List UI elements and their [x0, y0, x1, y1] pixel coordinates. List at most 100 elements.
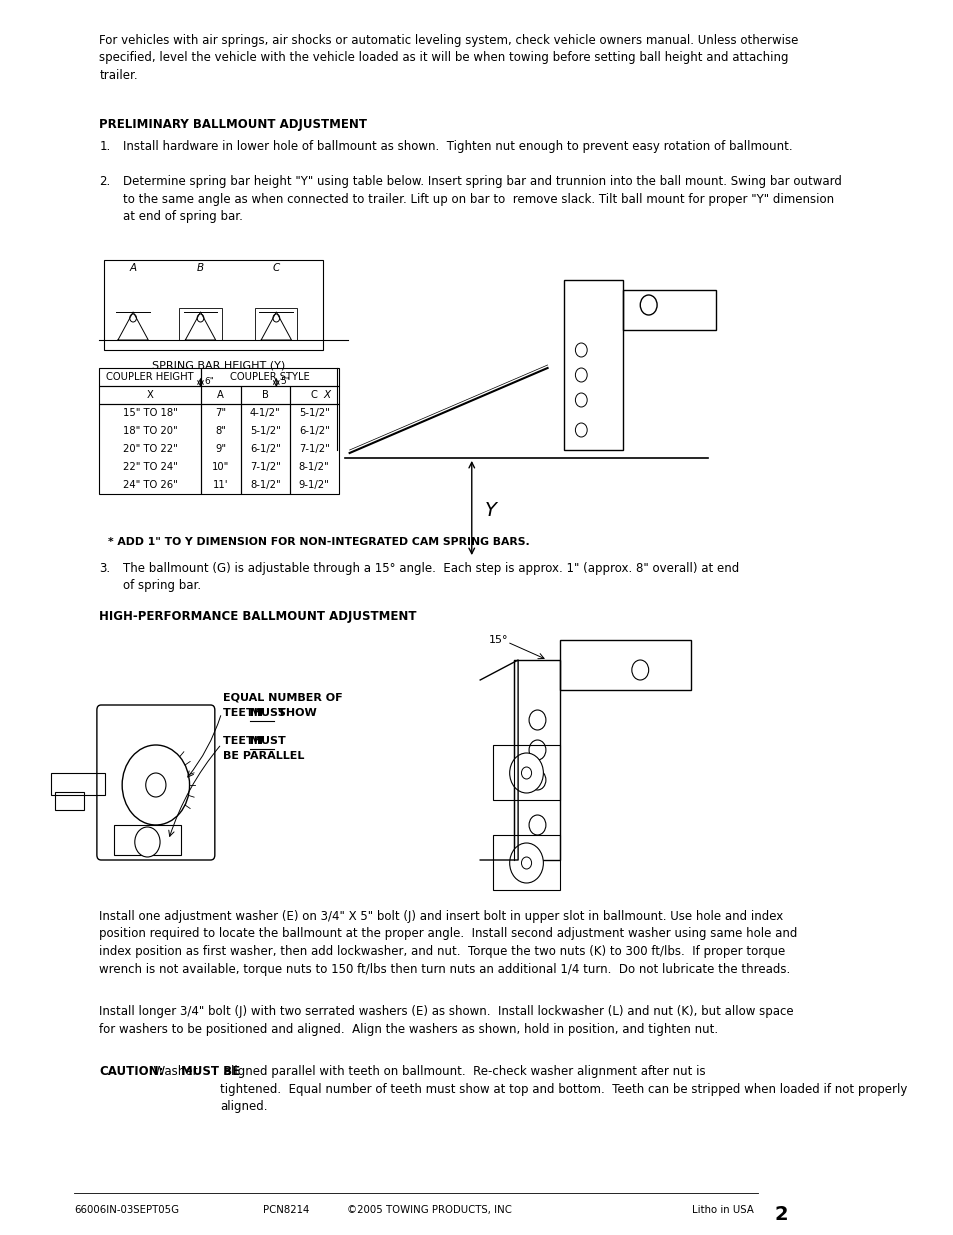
Text: CAUTION:: CAUTION: [99, 1065, 164, 1078]
Text: 5-1/2": 5-1/2" [250, 426, 280, 436]
Bar [54, 792, 84, 810]
Bar [564, 280, 622, 450]
Circle shape [521, 857, 531, 869]
Circle shape [521, 767, 531, 779]
Circle shape [529, 815, 545, 835]
Text: 11': 11' [213, 480, 229, 490]
Text: A: A [130, 263, 136, 273]
Text: X: X [323, 390, 330, 400]
Bar [179, 308, 221, 340]
Text: 5-1/2": 5-1/2" [298, 408, 330, 417]
Text: * ADD 1" TO Y DIMENSION FOR NON-INTEGRATED CAM SPRING BARS.: * ADD 1" TO Y DIMENSION FOR NON-INTEGRAT… [108, 537, 529, 547]
Circle shape [575, 368, 587, 382]
Text: COUPLER HEIGHT: COUPLER HEIGHT [106, 372, 193, 382]
Text: 9": 9" [215, 445, 226, 454]
Bar [200, 404, 241, 494]
Text: 7-1/2": 7-1/2" [250, 462, 280, 472]
Text: COUPLER STYLE: COUPLER STYLE [230, 372, 309, 382]
Text: 5": 5" [280, 378, 290, 387]
Bar [104, 261, 322, 350]
Text: Litho in USA: Litho in USA [692, 1205, 753, 1215]
Text: MUST: MUST [250, 708, 286, 718]
Circle shape [197, 314, 204, 322]
Text: 10": 10" [212, 462, 229, 472]
Circle shape [146, 773, 166, 797]
Circle shape [122, 745, 190, 825]
Circle shape [509, 753, 543, 793]
Text: 6": 6" [205, 378, 214, 387]
Text: 8-1/2": 8-1/2" [250, 480, 280, 490]
Bar [255, 308, 297, 340]
Text: 2: 2 [773, 1205, 787, 1224]
Bar [51, 773, 105, 795]
Bar [99, 404, 200, 494]
Circle shape [529, 740, 545, 760]
Bar [290, 404, 338, 494]
Text: BE PARALLEL: BE PARALLEL [223, 751, 304, 761]
Text: 20" TO 22": 20" TO 22" [122, 445, 177, 454]
Circle shape [130, 314, 136, 322]
Text: Install one adjustment washer (E) on 3/4" X 5" bolt (J) and insert bolt in upper: Install one adjustment washer (E) on 3/4… [99, 910, 797, 976]
Text: Washer: Washer [146, 1065, 201, 1078]
Text: C: C [311, 390, 317, 400]
Text: 4-1/2": 4-1/2" [250, 408, 280, 417]
Text: Determine spring bar height "Y" using table below. Insert spring bar and trunnio: Determine spring bar height "Y" using ta… [123, 175, 841, 224]
Text: C: C [273, 263, 279, 273]
Bar [241, 387, 290, 404]
Circle shape [134, 827, 160, 857]
Bar [99, 368, 200, 387]
Circle shape [575, 424, 587, 437]
Text: SPRING BAR HEIGHT (Y): SPRING BAR HEIGHT (Y) [152, 359, 285, 370]
Text: For vehicles with air springs, air shocks or automatic leveling system, check ve: For vehicles with air springs, air shock… [99, 35, 798, 82]
Circle shape [509, 844, 543, 883]
Circle shape [575, 343, 587, 357]
Text: 8-1/2": 8-1/2" [298, 462, 330, 472]
Text: Install longer 3/4" bolt (J) with two serrated washers (E) as shown.  Install lo: Install longer 3/4" bolt (J) with two se… [99, 1005, 793, 1035]
Bar [514, 659, 559, 860]
Bar [290, 387, 338, 404]
Text: 7": 7" [215, 408, 226, 417]
Text: The ballmount (G) is adjustable through a 15° angle.  Each step is approx. 1" (a: The ballmount (G) is adjustable through … [123, 562, 739, 593]
Text: A: A [217, 390, 224, 400]
Text: 6-1/2": 6-1/2" [250, 445, 280, 454]
Text: EQUAL NUMBER OF: EQUAL NUMBER OF [223, 693, 342, 703]
Circle shape [631, 659, 648, 680]
Bar [99, 387, 200, 404]
Text: X: X [147, 390, 153, 400]
Circle shape [273, 314, 279, 322]
Text: TEETH: TEETH [223, 736, 267, 746]
Text: 18" TO 20": 18" TO 20" [122, 426, 177, 436]
Text: aligned parallel with teeth on ballmount.  Re-check washer alignment after nut i: aligned parallel with teeth on ballmount… [219, 1065, 906, 1113]
Text: MUST BE: MUST BE [181, 1065, 240, 1078]
Text: PCN8214: PCN8214 [263, 1205, 310, 1215]
Text: TEETH: TEETH [223, 708, 267, 718]
Text: 15°: 15° [488, 635, 508, 645]
Bar [622, 290, 716, 330]
Text: Y: Y [484, 500, 496, 520]
Text: MUST: MUST [250, 736, 286, 746]
Circle shape [529, 769, 545, 790]
Text: 3.: 3. [99, 562, 111, 576]
Bar [200, 387, 241, 404]
Bar [241, 404, 290, 494]
Bar [493, 835, 559, 890]
Text: 6-1/2": 6-1/2" [298, 426, 330, 436]
Text: B: B [196, 263, 204, 273]
Text: B: B [262, 390, 269, 400]
Text: 9-1/2": 9-1/2" [298, 480, 330, 490]
Circle shape [639, 295, 657, 315]
Text: 8": 8" [215, 426, 226, 436]
Text: Install hardware in lower hole of ballmount as shown.  Tighten nut enough to pre: Install hardware in lower hole of ballmo… [123, 140, 792, 153]
Circle shape [529, 710, 545, 730]
Text: 2.: 2. [99, 175, 111, 188]
Bar [200, 368, 338, 387]
Text: HIGH-PERFORMANCE BALLMOUNT ADJUSTMENT: HIGH-PERFORMANCE BALLMOUNT ADJUSTMENT [99, 610, 416, 622]
Text: ©2005 TOWING PRODUCTS, INC: ©2005 TOWING PRODUCTS, INC [347, 1205, 512, 1215]
Circle shape [575, 393, 587, 408]
Text: 15" TO 18": 15" TO 18" [122, 408, 177, 417]
Text: SHOW: SHOW [274, 708, 316, 718]
Text: 24" TO 26": 24" TO 26" [122, 480, 177, 490]
Text: 1.: 1. [99, 140, 111, 153]
Text: PRELIMINARY BALLMOUNT ADJUSTMENT: PRELIMINARY BALLMOUNT ADJUSTMENT [99, 119, 367, 131]
Bar [113, 825, 181, 855]
